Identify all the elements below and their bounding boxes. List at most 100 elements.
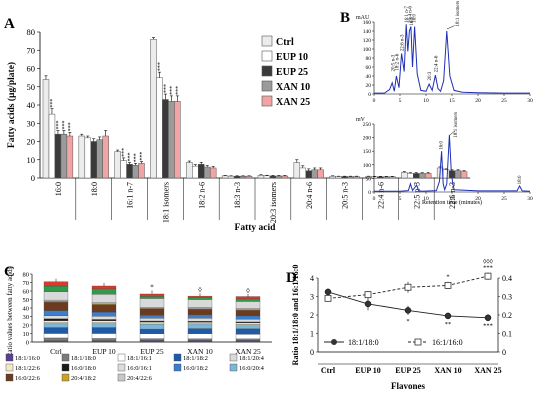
panel-a-bar [281, 175, 289, 179]
panel-c-stack-segment [187, 295, 213, 298]
panel-a-bar [54, 133, 62, 179]
panel-a-bar [341, 176, 348, 179]
panel-d-point [364, 300, 372, 308]
panel-c-legend-swatch [5, 353, 14, 362]
panel-b-top-arrow [446, 25, 455, 30]
panel-d-point [484, 314, 492, 322]
panel-b-top-y-tick-label: 40 [366, 74, 372, 80]
panel-b-top-peak-label: 16:0 [413, 14, 418, 23]
panel-a-bar [413, 173, 420, 179]
panel-c-stack-segment [139, 328, 165, 334]
panel-a-bar [114, 151, 121, 179]
panel-c-legend-label: 16:0/16:1 [127, 365, 152, 372]
panel-a-bar [203, 166, 211, 179]
panel-c-legend-label: 18:1/18:2 [183, 355, 208, 362]
panel-c-stack-segment [235, 338, 261, 341]
panel-c-stack-segment [235, 324, 261, 329]
panel-a-category-label: 22:5 n-3 [412, 182, 421, 209]
panel-d-point [444, 312, 452, 320]
panel-a-bar [239, 175, 247, 179]
panel-a-bar [353, 176, 360, 179]
panel-b-bottom-y-tick-label: 200 [363, 136, 372, 142]
panel-c-stack-segment [91, 320, 117, 324]
panel-a-y-axis-label: Fatty acids (µg/plate) [6, 62, 17, 148]
panel-c-category-label: Ctrl [50, 347, 62, 356]
panel-a-significance-mark: *** [134, 153, 140, 162]
panel-a-bar [418, 173, 426, 179]
panel-d-legend-label: 18:1/18:0 [348, 338, 379, 347]
panel-a-significance-mark: *** [175, 86, 181, 95]
panel-d-significance-mark: *** [483, 323, 493, 330]
panel-b-top-y-tick-label: 0 [368, 92, 371, 98]
panel-c-stack-segment [235, 298, 261, 302]
panel-a-legend-label: XAN 10 [276, 82, 310, 93]
panel-c-stack-segment [139, 296, 165, 299]
panel-d-point [484, 272, 492, 280]
panel-a-bar [257, 175, 265, 179]
panel-a-legend-label: XAN 25 [276, 97, 310, 108]
panel-b-bottom-y-tick-label: 50 [366, 176, 372, 182]
panel-a-bar [209, 167, 217, 179]
panel-a-bar [293, 162, 301, 179]
panel-c-stack-segment [91, 288, 117, 295]
panel-c-stack-segment [91, 285, 117, 290]
panel-a-bar [132, 164, 139, 179]
panel-a-bar [269, 175, 277, 179]
panel-a-y-tick-label: 60 [27, 64, 36, 74]
panel-d-category-label: Ctrl [321, 366, 336, 375]
panel-a-bar [401, 172, 408, 179]
panel-c-stack-segment [235, 308, 261, 310]
panel-c-stack-segment [43, 327, 69, 334]
panel-a-bar [186, 162, 193, 179]
panel-a-y-tick-label: 0 [31, 173, 35, 183]
panel-a-bar [275, 175, 283, 179]
panel-c-stack-segment [91, 338, 117, 341]
panel-b-top-y-tick-label: 100 [363, 47, 372, 53]
panel-c-stack-segment [43, 281, 69, 287]
panel-a-significance-mark: *** [50, 99, 56, 108]
panel-a-legend-swatch [261, 80, 273, 92]
panel-a-significance-mark: *** [68, 122, 74, 131]
panel-c-legend-label: 20:4/18:2 [71, 375, 96, 382]
panel-a-bar [347, 176, 354, 179]
panel-c-y-tick-label: 0 [26, 340, 29, 347]
panel-c-legend-label: 18:1/22:6 [15, 365, 41, 372]
panel-d-point [404, 283, 412, 291]
panel-c-stack-segment [139, 298, 165, 308]
panel-a-legend-swatch [261, 95, 273, 107]
panel-a-significance-mark: *** [169, 86, 175, 95]
panel-a-bar [233, 175, 241, 179]
panel-c-stack-segment [187, 321, 213, 323]
panel-c-y-tick-label: 40 [23, 306, 30, 313]
panel-c-legend-swatch [5, 363, 14, 372]
panel-c-stack-segment [91, 322, 117, 328]
panel-a-category-label: 18:3 n-3 [233, 182, 242, 209]
panel-c-stack-segment [91, 304, 117, 313]
panel-a-category-label: 18:2 n-6 [197, 182, 206, 209]
panel-c-y-tick-label: 50 [23, 297, 30, 304]
panel-d-significance-mark: ◊◊◊ [483, 258, 493, 265]
panel-c-legend-swatch [117, 363, 126, 372]
panel-a-significance-mark: *** [56, 121, 62, 130]
panel-b-top-peak-label: 16:0 [410, 16, 415, 25]
panel-a-bar [150, 39, 157, 179]
panel-c-stack-segment [235, 328, 261, 335]
panel-a-bar [126, 164, 133, 179]
panel-d-category-label: EUP 25 [395, 366, 421, 375]
panel-c-stack-segment [139, 323, 165, 330]
panel-b-top-y-tick-label: 60 [366, 65, 372, 71]
panel-d-legend-marker [414, 338, 422, 346]
panel-b-bottom-peak-label: 18:0 [518, 175, 523, 184]
panel-c-stack-segment [91, 294, 117, 303]
panel-b-top-x-tick-label: 15 [449, 98, 455, 104]
panel-d-significance-mark: * [406, 318, 409, 325]
panel-b-top-y-tick-label: 160 [363, 20, 372, 26]
panel-d-y-axis-label: Ratio 18:1/18:0 and 16:1/16:0 [291, 265, 300, 366]
panel-c-stack-segment [139, 293, 165, 297]
panel-b-top-peak-label: 16:1 n-7 [405, 6, 410, 23]
panel-a-bar [383, 176, 390, 179]
panel-b-top-peak-label: 20:3 [428, 71, 433, 80]
panel-a-significance-mark: *** [122, 148, 128, 157]
panel-b-top-x-tick-label: 30 [527, 98, 533, 104]
panel-b-top-peak-label: 20:5 n-3 [392, 54, 397, 71]
